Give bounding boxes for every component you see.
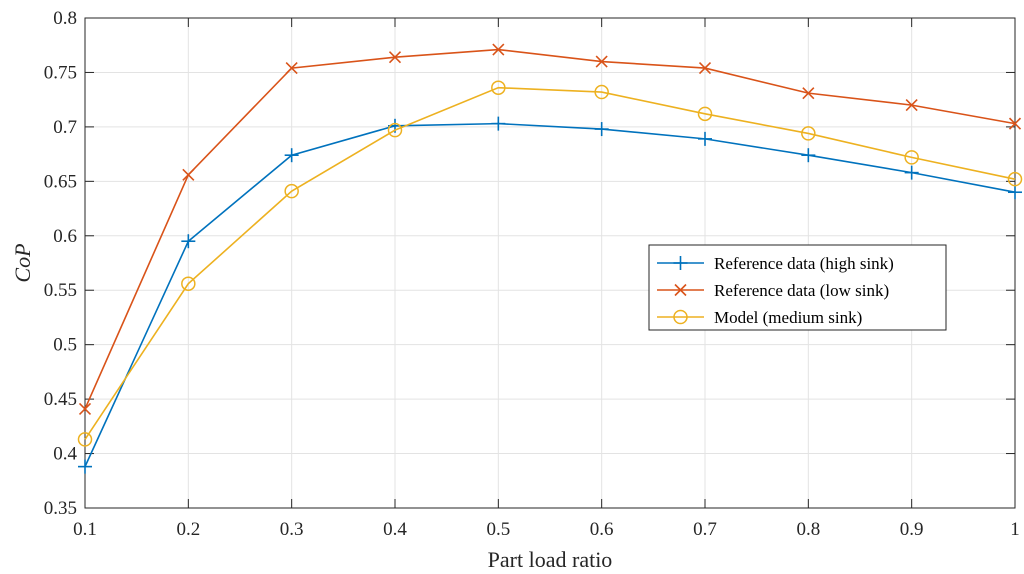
series-2-point — [802, 87, 815, 100]
y-tick-label: 0.5 — [53, 335, 77, 356]
series-1-point — [801, 148, 816, 163]
series-3-point — [284, 183, 299, 199]
circle-marker — [77, 432, 93, 447]
y-tick-label: 0.55 — [44, 280, 77, 301]
x-marker-b — [492, 43, 505, 56]
series-2-line — [84, 48, 1016, 410]
series-1-point — [904, 165, 919, 180]
series-1-point — [181, 234, 196, 249]
x-tick-label: 0.4 — [383, 519, 407, 540]
x-tick-label: 0.5 — [486, 519, 510, 540]
circle-marker — [594, 84, 609, 100]
circle-marker — [673, 309, 688, 325]
legend: Reference data (high sink) Reference data… — [648, 244, 947, 331]
x-axis-label: Part load ratio — [488, 547, 613, 572]
circle-marker — [904, 150, 919, 165]
x-marker-b — [802, 87, 815, 100]
x-tick-label: 1 — [1010, 519, 1020, 540]
x-marker-b — [182, 168, 195, 181]
x-marker-b — [285, 62, 298, 75]
series-2-point — [595, 55, 608, 68]
legend-swatch-marker — [674, 283, 687, 297]
series-3-point — [697, 106, 713, 122]
series-1-point — [698, 131, 712, 146]
x-marker-b — [698, 62, 712, 75]
series-1-point — [491, 116, 506, 131]
legend-item: Reference data (high sink) — [657, 254, 894, 273]
series-2-point — [285, 62, 298, 75]
legend-label: Reference data (low sink) — [714, 281, 889, 300]
x-tick-label: 0.3 — [280, 519, 304, 540]
series-3-point — [491, 80, 506, 95]
circle-marker — [801, 126, 816, 141]
series-2 — [78, 43, 1022, 415]
series-2-point — [905, 99, 918, 112]
y-tick-label: 0.45 — [44, 389, 77, 410]
series-3-point — [387, 122, 403, 138]
x-tick-label: 0.7 — [693, 519, 717, 540]
circle-marker — [387, 122, 403, 138]
series-2-point — [78, 402, 92, 415]
legend-label: Reference data (high sink) — [714, 254, 894, 273]
circle-marker — [697, 106, 713, 122]
series-group — [77, 43, 1023, 474]
series-3-point — [77, 432, 93, 447]
series-2-point — [182, 168, 195, 181]
legend-item: Reference data (low sink) — [657, 281, 889, 300]
legend-swatch-marker — [673, 256, 688, 270]
y-tick-label: 0.75 — [44, 62, 77, 83]
x-tick-label: 0.1 — [73, 519, 97, 540]
x-marker-b — [78, 402, 92, 415]
series-1-point — [284, 148, 299, 163]
circle-marker — [181, 276, 196, 291]
x-marker-b — [1008, 117, 1022, 130]
series-2-point — [1008, 117, 1022, 130]
x-tick-label: 0.6 — [590, 519, 614, 540]
legend-box — [648, 244, 947, 331]
y-axis-label: CoP — [10, 243, 35, 282]
series-3-point — [1007, 171, 1023, 187]
y-tick-label: 0.4 — [53, 444, 77, 465]
series-2-point — [492, 43, 505, 56]
x-marker-b — [388, 51, 402, 64]
series-1-point — [594, 122, 609, 137]
series-1-line — [84, 122, 1016, 467]
legend-swatch-marker — [673, 309, 688, 325]
x-tick-label: 0.8 — [796, 519, 820, 540]
plot-frame — [84, 17, 1016, 509]
y-tick-label: 0.8 — [53, 8, 77, 29]
series-2-point — [698, 62, 712, 75]
x-tick-label: 0.9 — [900, 519, 924, 540]
series-1 — [78, 116, 1022, 474]
x-marker-b — [595, 55, 608, 68]
series-3-point — [594, 84, 609, 100]
circle-marker — [491, 80, 506, 95]
x-marker-b — [905, 99, 918, 112]
axis-ticks: 0.1 0.2 0.3 0.4 0.5 0.6 0.7 0.8 0.9 1 0.35 0.4 0.45 0… — [44, 8, 1020, 540]
y-tick-label: 0.35 — [44, 498, 77, 519]
series-1-point — [1008, 185, 1022, 200]
legend-label: Model (medium sink) — [714, 308, 862, 327]
legend-item: Model (medium sink) — [657, 308, 862, 327]
series-3 — [77, 80, 1023, 447]
series-3-point — [181, 276, 196, 291]
series-3-line — [84, 86, 1016, 440]
y-tick-label: 0.65 — [44, 171, 77, 192]
circle-marker — [1007, 171, 1023, 187]
circle-marker — [284, 183, 299, 199]
series-3-point — [904, 150, 919, 165]
series-3-point — [801, 126, 816, 141]
y-tick-label: 0.6 — [53, 226, 77, 247]
y-tick-label: 0.7 — [53, 117, 77, 138]
x-tick-label: 0.2 — [176, 519, 200, 540]
series-1-point — [78, 459, 92, 474]
series-2-point — [388, 51, 402, 64]
x-marker-b — [674, 283, 687, 297]
